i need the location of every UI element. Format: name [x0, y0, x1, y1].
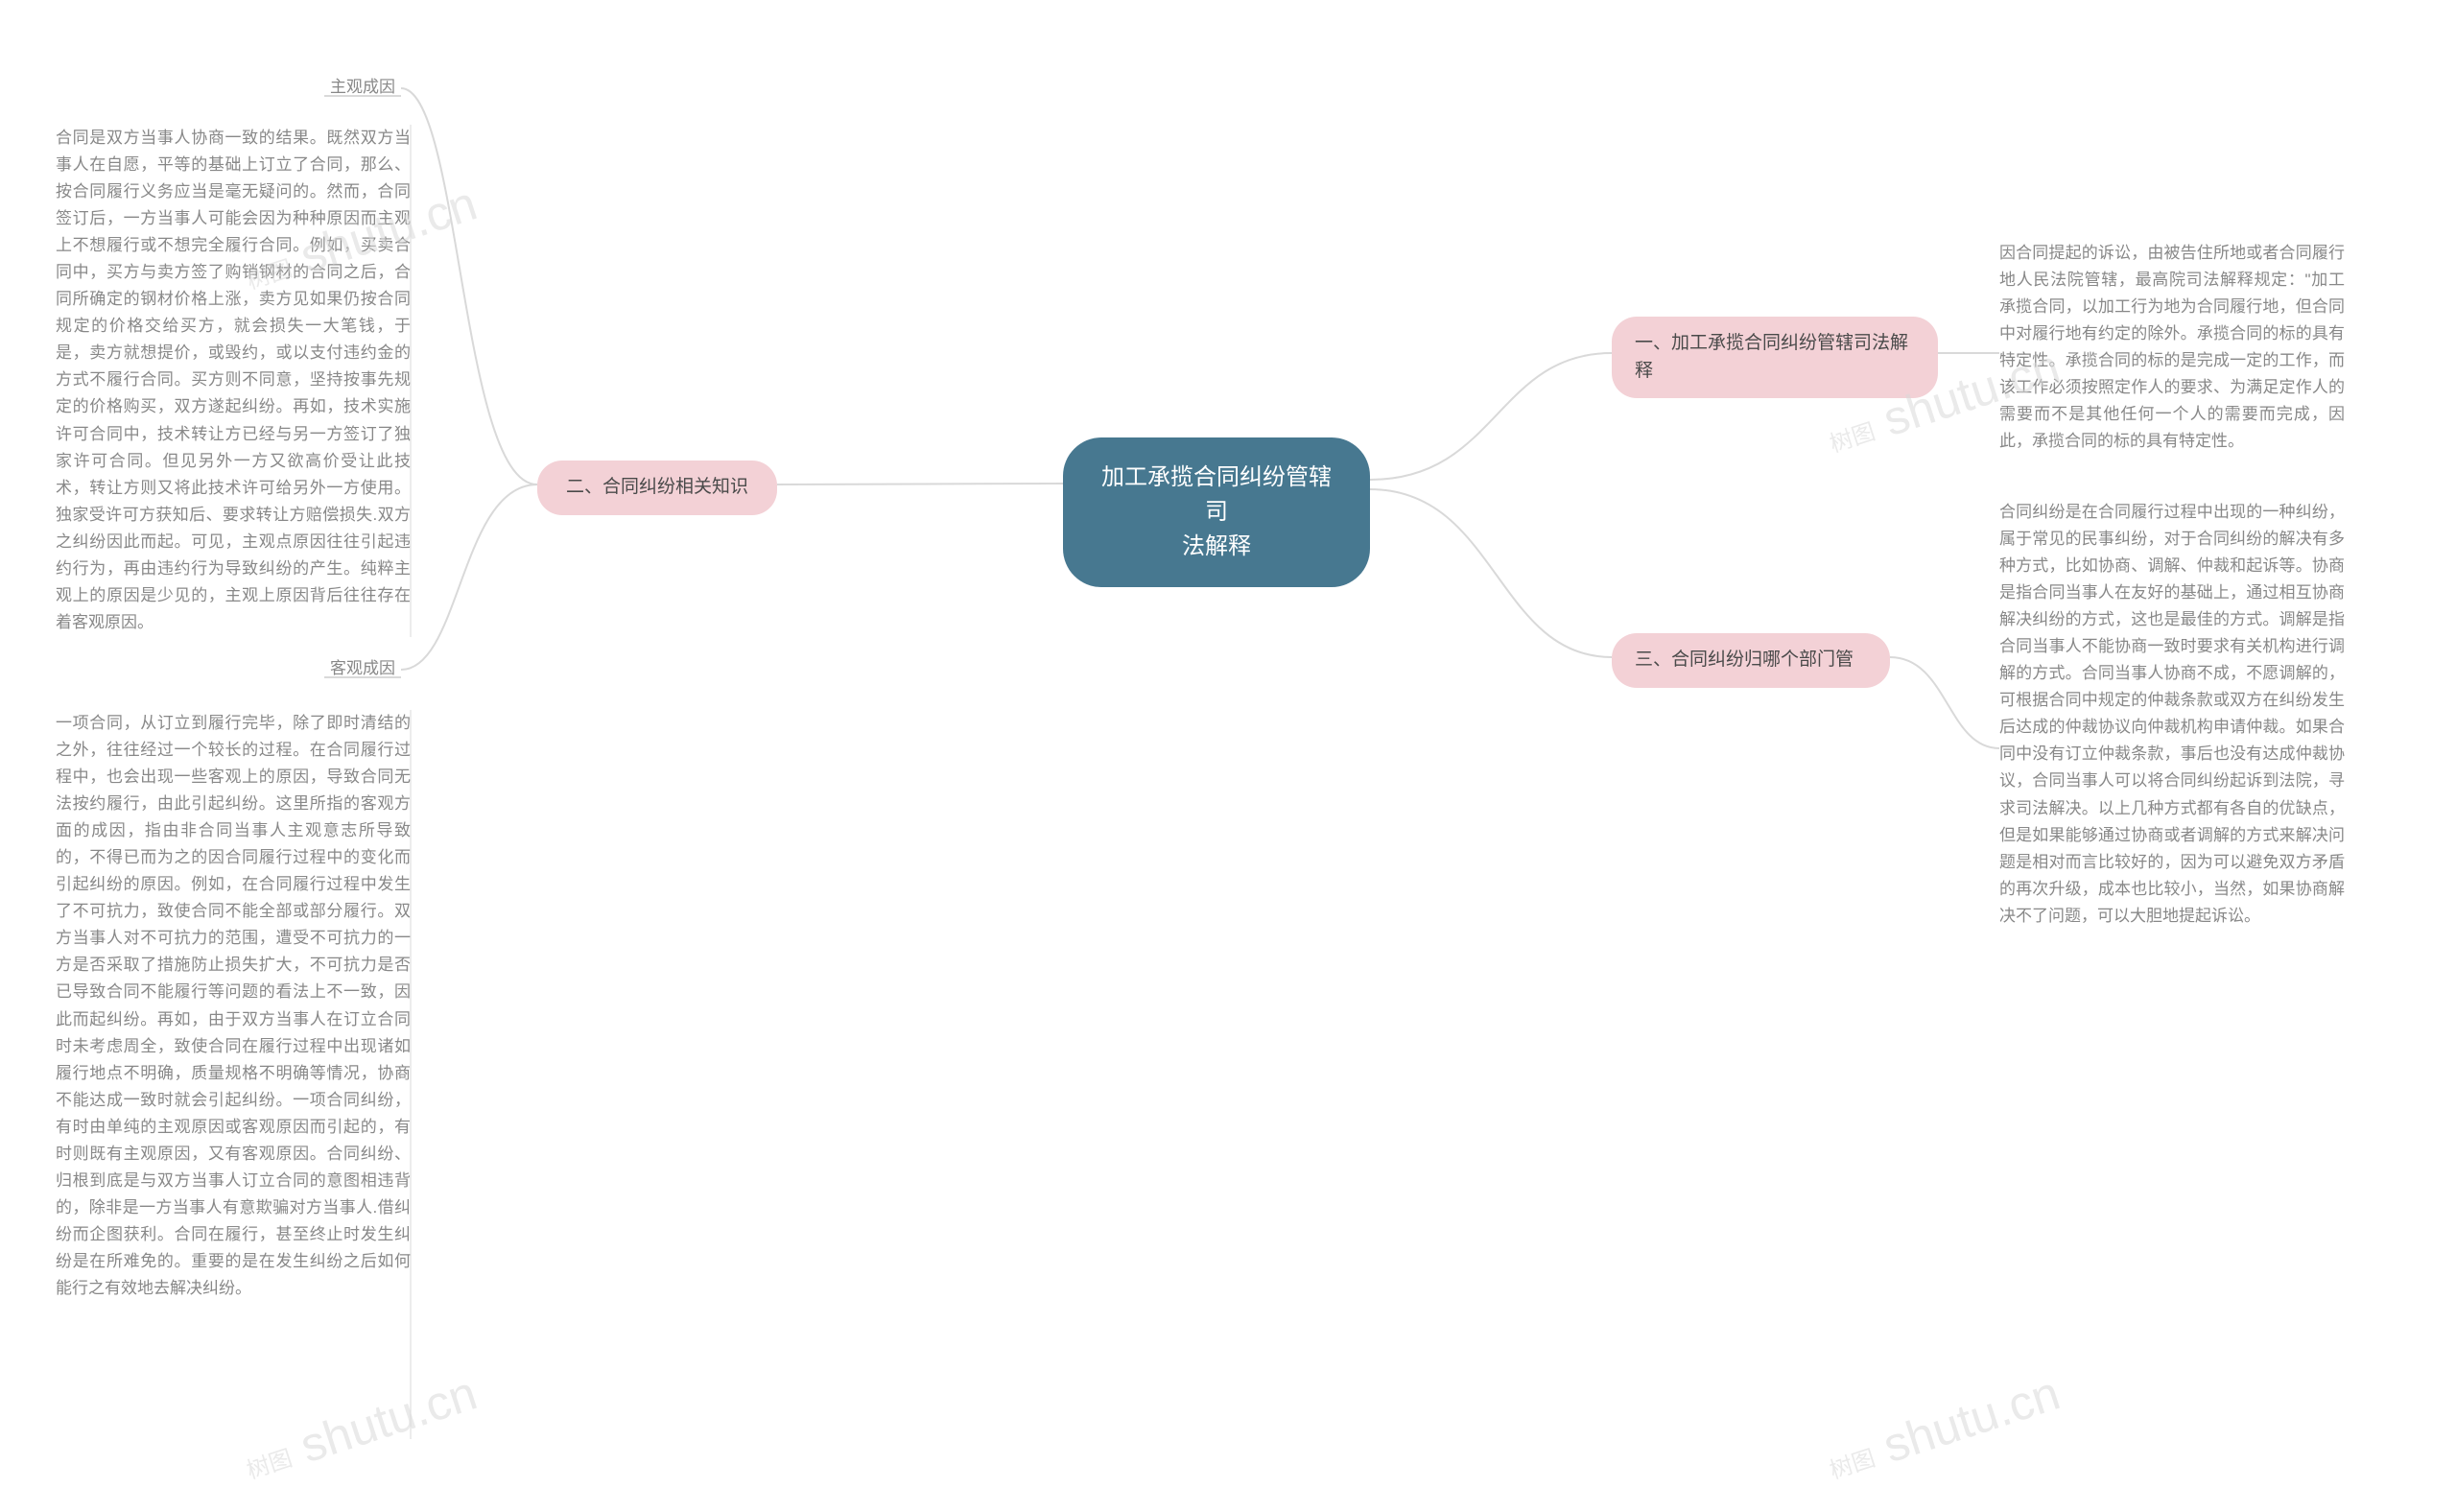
branch-right-3: 三、合同纠纷归哪个部门管 — [1612, 633, 1890, 688]
left-sub2-detail: 一项合同，从订立到履行完毕，除了即时清结的之外，往往经过一个较长的过程。在合同履… — [56, 710, 411, 1302]
branch-right-1-label-2: 释 — [1635, 361, 1653, 381]
center-node: 加工承揽合同纠纷管辖司 法解释 — [1063, 437, 1370, 587]
wm-text: shutu.cn — [1877, 1366, 2066, 1474]
center-label-2: 法解释 — [1182, 533, 1251, 559]
watermark: 树图 shutu.cn — [237, 1365, 484, 1493]
center-label-1: 加工承揽合同纠纷管辖司 — [1101, 464, 1332, 525]
watermark: 树图 shutu.cn — [1820, 1365, 2066, 1493]
left-sub1-detail: 合同是双方当事人协商一致的结果。既然双方当事人在自愿，平等的基础上订立了合同，那… — [56, 125, 411, 636]
wm-prefix: 树图 — [1827, 419, 1878, 459]
left-sub1-label: 主观成因 — [330, 73, 395, 97]
branch-right-1-detail: 因合同提起的诉讼，由被告住所地或者合同履行地人民法院管辖，最高院司法解释规定："… — [1999, 240, 2345, 455]
wm-prefix: 树图 — [244, 1446, 295, 1485]
left-sub2-label: 客观成因 — [330, 654, 395, 678]
branch-left-2: 二、合同纠纷相关知识 — [537, 461, 777, 515]
branch-right-1-label-1: 一、加工承揽合同纠纷管辖司法解 — [1635, 333, 1908, 353]
wm-prefix: 树图 — [1827, 1446, 1878, 1485]
wm-text: shutu.cn — [294, 1366, 483, 1474]
branch-right-3-detail: 合同纠纷是在合同履行过程中出现的一种纠纷，属于常见的民事纠纷，对于合同纠纷的解决… — [1999, 499, 2345, 930]
branch-right-1: 一、加工承揽合同纠纷管辖司法解 释 — [1612, 317, 1938, 398]
